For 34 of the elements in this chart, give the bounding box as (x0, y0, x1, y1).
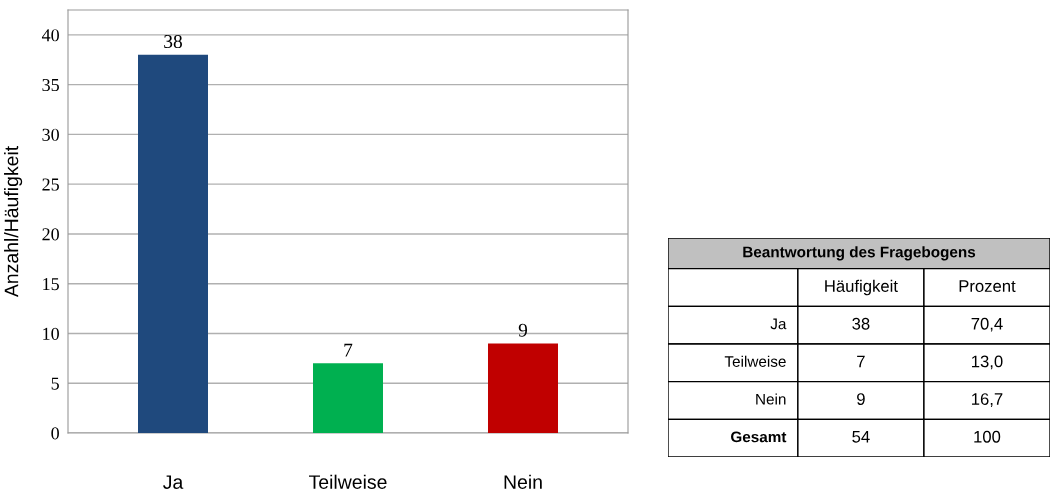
bar (138, 54, 208, 433)
data-label: 7 (857, 355, 865, 368)
x-tick-label: Ja (163, 475, 184, 489)
category-label: Nein (756, 393, 786, 405)
y-tick-label: 15 (43, 278, 59, 291)
y-axis-title: Anzahl/Häufigkeit (4, 145, 23, 298)
category-label: Ja (770, 318, 787, 330)
data-label: 7 (344, 343, 353, 357)
y-tick-label: 5 (51, 377, 59, 390)
series-label: Prozent (959, 280, 1016, 292)
data-label: 9 (857, 393, 865, 405)
data-label: 13,0 (972, 355, 1003, 370)
bar (488, 343, 558, 433)
y-tick-label: 35 (42, 78, 59, 92)
data-label: 38 (852, 317, 870, 330)
y-tick-label: 40 (41, 29, 59, 42)
y-tick-label: 30 (42, 128, 59, 141)
data-label: 54 (852, 431, 870, 443)
y-tick-label: 0 (51, 427, 59, 440)
bar (313, 363, 383, 433)
series-label: Häufigkeit (825, 279, 898, 296)
y-tick-label: 25 (42, 178, 59, 191)
data-label: 9 (518, 323, 528, 337)
data-label: 70,4 (971, 317, 1003, 332)
y-tick-label: 10 (43, 327, 59, 340)
x-tick-label: Teilweise (309, 474, 387, 489)
text: Beantwortung des Fragebogens (743, 246, 976, 261)
category-label: Gesamt (731, 431, 787, 443)
data-label: 100 (974, 430, 1001, 443)
category-label: Teilweise (724, 355, 786, 367)
x-tick-label: Nein (504, 474, 542, 489)
data-label: 16,7 (972, 393, 1003, 407)
y-tick-label: 20 (42, 228, 59, 241)
data-label: 38 (164, 34, 182, 49)
